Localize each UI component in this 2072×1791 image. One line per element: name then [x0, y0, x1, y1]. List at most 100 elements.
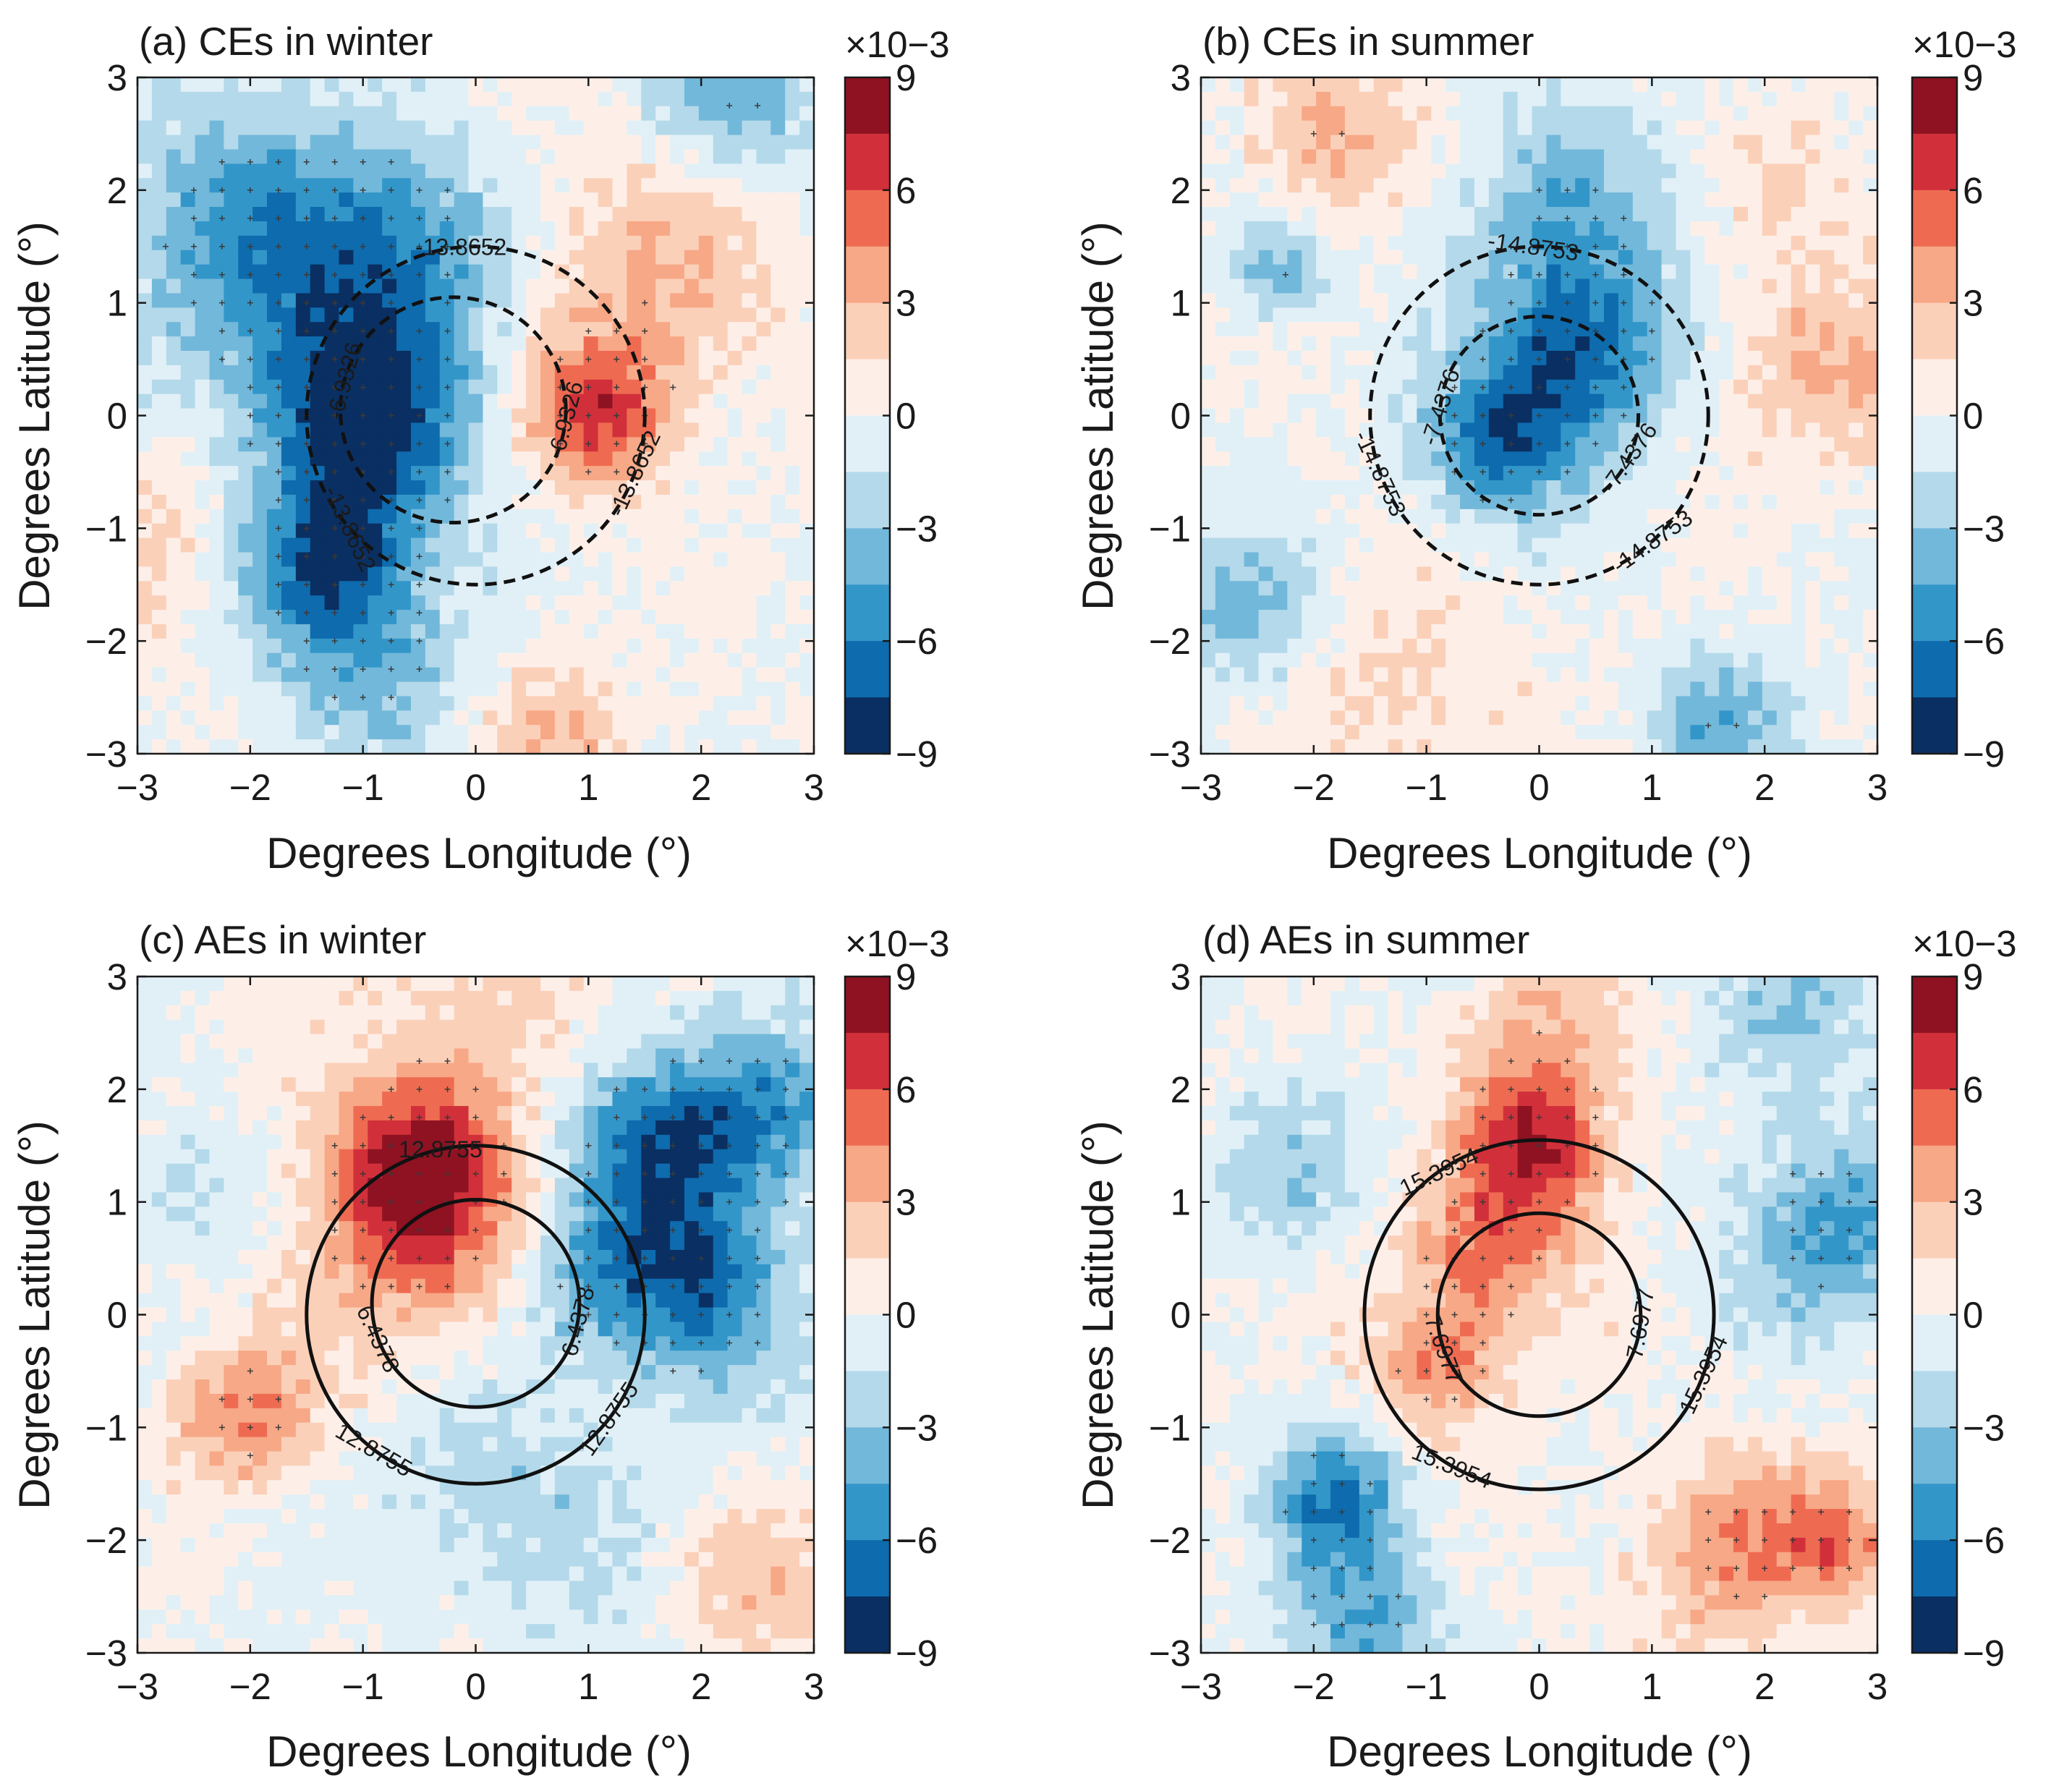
field-cell	[511, 595, 527, 611]
field-cell	[1359, 307, 1375, 323]
field-cell	[1503, 91, 1519, 107]
field-cell	[1503, 451, 1519, 467]
field-cell	[526, 307, 541, 323]
field-cell	[1316, 293, 1331, 308]
field-cell	[1330, 91, 1346, 107]
field-cell	[742, 221, 757, 237]
field-cell	[1273, 696, 1288, 711]
significance-marker	[360, 328, 366, 334]
field-cell	[655, 408, 671, 424]
field-cell	[756, 264, 771, 280]
field-cell	[1215, 178, 1231, 193]
field-cell	[1417, 566, 1432, 582]
field-cell	[252, 437, 268, 452]
field-cell	[1604, 120, 1619, 136]
field-cell	[670, 221, 685, 237]
field-cell	[1431, 192, 1446, 208]
field-cell	[1302, 135, 1317, 150]
field-cell	[1676, 466, 1691, 481]
colorbar-segment	[845, 246, 890, 304]
field-cell	[1215, 595, 1231, 611]
field-cell	[281, 393, 297, 409]
field-cell	[713, 120, 729, 136]
field-cell	[1302, 178, 1317, 193]
field-cell	[713, 595, 729, 611]
field-cell	[1661, 408, 1677, 424]
field-cell	[1244, 437, 1260, 452]
field-cell	[1244, 77, 1260, 93]
field-cell	[713, 322, 729, 337]
field-cell	[727, 552, 743, 567]
field-cell	[1762, 523, 1778, 539]
field-cell	[195, 725, 211, 740]
field-cell	[526, 537, 541, 553]
field-cell	[627, 307, 642, 323]
field-cell	[1661, 264, 1677, 280]
field-cell	[511, 135, 527, 150]
field-cell	[324, 264, 340, 280]
field-cell	[1316, 422, 1331, 438]
field-cell	[1316, 379, 1331, 395]
field-cell	[497, 725, 512, 740]
significance-marker	[1536, 356, 1542, 362]
field-cell	[151, 710, 167, 726]
field-cell	[137, 1034, 153, 1050]
significance-marker	[1564, 328, 1571, 334]
field-cell	[1460, 667, 1475, 683]
field-cell	[1344, 235, 1360, 251]
field-cell	[1618, 393, 1634, 409]
field-cell	[151, 480, 167, 495]
field-cell	[1488, 638, 1504, 654]
field-cell	[425, 566, 441, 582]
field-cell	[1532, 610, 1547, 625]
field-cell	[267, 278, 282, 294]
field-cell	[468, 365, 484, 380]
field-cell	[756, 163, 771, 179]
field-cell	[324, 120, 340, 136]
field-cell	[1676, 264, 1691, 280]
field-cell	[1302, 422, 1317, 438]
field-cell	[1445, 437, 1461, 452]
field-cell	[627, 365, 642, 380]
field-cell	[1805, 192, 1821, 208]
field-cell	[1661, 178, 1677, 193]
field-cell	[1863, 207, 1877, 222]
field-cell	[224, 595, 239, 611]
field-cell	[612, 566, 627, 582]
field-cell	[1388, 293, 1404, 308]
field-cell	[137, 1552, 153, 1567]
field-cell	[1517, 725, 1533, 740]
significance-marker	[360, 525, 366, 532]
field-cell	[1287, 509, 1302, 524]
field-cell	[137, 566, 153, 582]
field-cell	[1546, 710, 1561, 726]
field-cell	[756, 322, 771, 337]
field-cell	[310, 581, 326, 596]
field-cell	[252, 595, 268, 611]
field-cell	[151, 1638, 167, 1653]
field-cell	[770, 681, 786, 697]
field-cell	[295, 652, 311, 668]
field-cell	[1604, 365, 1619, 380]
field-cell	[1690, 494, 1705, 510]
field-cell	[1618, 437, 1634, 452]
field-cell	[1488, 322, 1504, 337]
significance-marker	[416, 666, 423, 673]
field-cell	[1676, 192, 1691, 208]
field-cell	[1733, 235, 1749, 251]
field-cell	[425, 135, 441, 150]
field-cell	[612, 408, 627, 424]
field-cell	[1258, 235, 1274, 251]
field-cell	[1618, 523, 1634, 539]
field-cell	[1690, 91, 1705, 107]
field-cell	[195, 696, 211, 711]
significance-marker	[1705, 723, 1712, 729]
field-cell	[410, 221, 426, 237]
field-cell	[1690, 278, 1705, 294]
field-cell	[295, 135, 311, 150]
field-cell	[655, 638, 671, 654]
field-cell	[598, 408, 613, 424]
field-cell	[698, 638, 714, 654]
field-cell	[583, 178, 599, 193]
field-cell	[209, 552, 224, 567]
